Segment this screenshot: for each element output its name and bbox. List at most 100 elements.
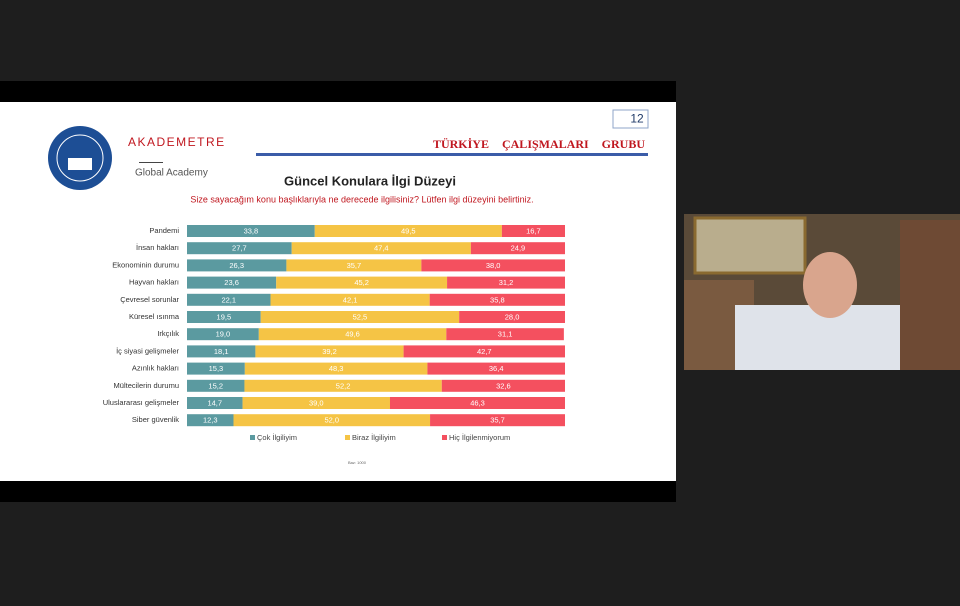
value-label: 31,1 bbox=[498, 330, 513, 339]
person-face bbox=[803, 252, 857, 318]
value-label: 38,0 bbox=[486, 261, 501, 270]
bar-segment bbox=[244, 379, 442, 392]
category-label: Siber güvenlik bbox=[132, 415, 179, 424]
bar-segment bbox=[187, 328, 259, 341]
value-label: 24,9 bbox=[511, 244, 526, 253]
legend-swatch bbox=[250, 435, 255, 440]
value-label: 23,6 bbox=[224, 278, 239, 287]
bar-segment bbox=[187, 276, 277, 289]
bar-segment bbox=[459, 311, 565, 323]
legend-label: Çok İlgiliyim bbox=[257, 433, 297, 442]
footnote: Baz: 1000 bbox=[348, 460, 367, 465]
category-label: Çevresel sorunlar bbox=[120, 295, 179, 304]
page-number: 12 bbox=[630, 112, 644, 126]
bar-segment bbox=[187, 259, 287, 272]
bar-segment bbox=[187, 362, 245, 375]
value-label: 48,3 bbox=[329, 364, 344, 373]
bar-segment bbox=[187, 311, 261, 323]
value-label: 49,6 bbox=[345, 330, 360, 339]
category-label: İç siyasi gelişmeler bbox=[116, 346, 179, 355]
bar-segment bbox=[429, 293, 565, 306]
legend-swatch bbox=[345, 435, 350, 440]
university-logo-building bbox=[68, 158, 92, 170]
value-label: 22,1 bbox=[221, 295, 236, 304]
bar-segment bbox=[291, 242, 471, 255]
bar-segment bbox=[258, 328, 447, 341]
value-label: 14,7 bbox=[207, 398, 222, 407]
value-label: 15,2 bbox=[208, 381, 223, 390]
bar-segment bbox=[187, 414, 234, 427]
value-label: 15,3 bbox=[209, 364, 224, 373]
value-label: 19,0 bbox=[216, 330, 231, 339]
value-label: 46,3 bbox=[470, 398, 485, 407]
value-label: 45,2 bbox=[354, 278, 369, 287]
bar-segment bbox=[242, 397, 390, 409]
chart-subtitle: Size sayacağım konu başlıklarıyla ne der… bbox=[190, 194, 533, 204]
value-label: 47,4 bbox=[374, 244, 389, 253]
legend-label: Hiç İlgilenmiyorum bbox=[449, 433, 510, 442]
bar-segment bbox=[314, 225, 502, 237]
bar-segment bbox=[187, 225, 315, 237]
bar-segment bbox=[389, 397, 565, 409]
bar-segment bbox=[286, 259, 422, 272]
value-label: 28,0 bbox=[505, 312, 520, 321]
bar-segment bbox=[470, 242, 565, 255]
category-label: Mültecilerin durumu bbox=[114, 381, 179, 390]
bookshelf-right bbox=[900, 220, 960, 370]
value-label: 35,8 bbox=[490, 295, 505, 304]
value-label: 49,5 bbox=[401, 226, 416, 235]
page-number-box bbox=[612, 109, 649, 129]
value-label: 35,7 bbox=[347, 261, 362, 270]
value-label: 39,0 bbox=[309, 398, 324, 407]
bar-segment bbox=[501, 225, 565, 237]
value-label: 42,1 bbox=[343, 295, 358, 304]
value-label: 31,2 bbox=[499, 278, 514, 287]
category-label: Hayvan hakları bbox=[129, 278, 179, 287]
value-label: 27,7 bbox=[232, 244, 247, 253]
bar-segment bbox=[255, 345, 404, 358]
logo-rule bbox=[139, 162, 163, 163]
category-label: Pandemi bbox=[149, 226, 179, 235]
bar-segment bbox=[427, 362, 565, 375]
logo-text2: Global Academy bbox=[135, 168, 208, 179]
legend-swatch bbox=[442, 435, 447, 440]
value-label: 16,7 bbox=[526, 226, 541, 235]
bar-segment bbox=[421, 259, 565, 272]
category-label: Azınlık hakları bbox=[132, 364, 179, 373]
university-logo-ring bbox=[56, 134, 104, 182]
value-label: 33,8 bbox=[244, 226, 259, 235]
bar-segment bbox=[260, 311, 460, 323]
category-label: İnsan hakları bbox=[136, 243, 179, 252]
bar-segment bbox=[187, 345, 256, 358]
wall-map bbox=[693, 216, 807, 275]
value-label: 39,2 bbox=[322, 347, 337, 356]
value-label: 52,0 bbox=[324, 416, 339, 425]
bar-segment bbox=[270, 293, 430, 306]
value-label: 36,4 bbox=[489, 364, 504, 373]
chart-title: Güncel Konulara İlgi Düzeyi bbox=[284, 173, 456, 188]
category-label: Ekonominin durumu bbox=[112, 260, 179, 269]
bar-segment bbox=[187, 242, 292, 255]
header-rule bbox=[256, 153, 648, 156]
value-label: 32,6 bbox=[496, 381, 511, 390]
value-label: 42,7 bbox=[477, 347, 492, 356]
bar-segment bbox=[447, 276, 565, 289]
bar-segment bbox=[430, 414, 565, 427]
bar-segment bbox=[187, 293, 271, 306]
logo-text: AKADEMETRE bbox=[128, 135, 226, 149]
bar-segment bbox=[441, 379, 565, 392]
bar-segment bbox=[276, 276, 448, 289]
value-label: 18,1 bbox=[214, 347, 229, 356]
value-label: 19,5 bbox=[217, 312, 232, 321]
header: TÜRKİYE ÇALIŞMALARI GRUBU bbox=[433, 137, 645, 151]
legend-label: Biraz İlgiliyim bbox=[352, 433, 396, 442]
value-label: 35,7 bbox=[490, 416, 505, 425]
value-label: 52,2 bbox=[336, 381, 351, 390]
category-label: Irkçılık bbox=[157, 329, 179, 338]
value-label: 26,3 bbox=[229, 261, 244, 270]
bar-segment bbox=[187, 379, 245, 392]
value-label: 12,3 bbox=[203, 416, 218, 425]
bar-segment bbox=[233, 414, 431, 427]
bar-segment bbox=[187, 397, 243, 409]
value-label: 52,5 bbox=[353, 312, 368, 321]
